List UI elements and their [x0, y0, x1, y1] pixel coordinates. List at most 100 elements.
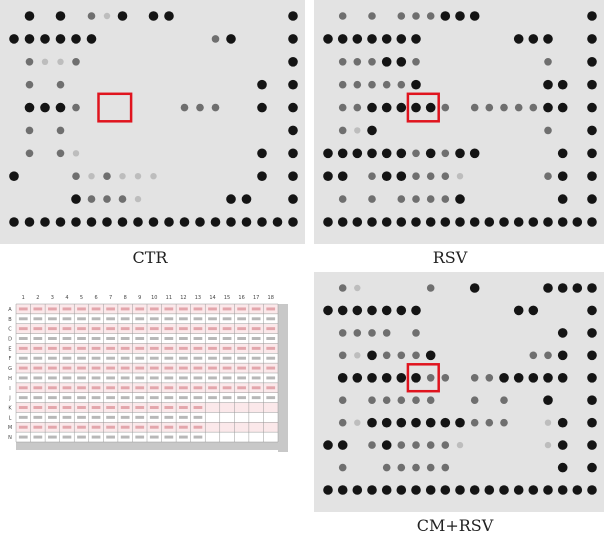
- array-spot: [484, 217, 495, 227]
- array-spot: [9, 34, 19, 44]
- array-spot: [323, 440, 333, 450]
- map-cell-label: [149, 337, 159, 340]
- blot-ctr: [0, 0, 305, 244]
- array-map-grid: 1 2 3 4 5 6 7 8 9 10 11 12 13 14 15 16 17 18ABCDEFGHIJKLM…: [8, 295, 288, 452]
- array-spot: [469, 485, 480, 495]
- map-cell-label: [77, 307, 86, 311]
- map-cell-label: [18, 415, 28, 419]
- map-cell-label: [48, 376, 57, 380]
- array-spot: [426, 12, 435, 20]
- map-cell-label: [106, 386, 115, 390]
- array-spot: [338, 80, 347, 89]
- map-cell-label: [120, 366, 130, 370]
- array-spot: [352, 148, 363, 159]
- map-cell-label: [164, 396, 174, 400]
- array-spot: [587, 462, 597, 473]
- array-spot: [425, 148, 436, 159]
- array-spot: [352, 485, 363, 495]
- array-spot: [557, 217, 568, 227]
- array-spot: [544, 419, 552, 426]
- map-cell-label: [208, 327, 217, 331]
- array-spot: [441, 195, 450, 203]
- map-cell-label: [91, 366, 101, 370]
- array-spot: [396, 305, 407, 316]
- array-spot: [456, 173, 464, 180]
- array-spot: [86, 34, 97, 44]
- array-spot: [543, 283, 553, 293]
- map-cell-label: [135, 386, 145, 390]
- array-spot: [441, 149, 450, 158]
- map-cell-label: [33, 337, 43, 340]
- array-spot: [557, 148, 568, 159]
- map-cell-label: [77, 317, 86, 321]
- map-column-label: 14: [209, 295, 215, 301]
- map-cell-label: [179, 307, 188, 311]
- map-cell-label: [149, 356, 159, 360]
- map-cell-label: [62, 337, 72, 340]
- array-spot: [587, 373, 597, 383]
- map-cell-label: [91, 337, 101, 340]
- array-spot: [226, 34, 236, 44]
- array-spot: [528, 34, 539, 44]
- array-spot: [544, 58, 552, 66]
- map-cell-label: [237, 327, 246, 331]
- highlight-box: [97, 92, 133, 123]
- array-spot: [485, 418, 494, 427]
- map-cell-label: [48, 307, 57, 311]
- map-cell-label: [179, 356, 188, 360]
- map-cell-label: [48, 317, 57, 321]
- array-spot: [367, 217, 377, 227]
- array-spot: [241, 217, 252, 227]
- map-cell-label: [33, 396, 43, 400]
- array-spot: [368, 195, 376, 203]
- map-shadow: [278, 304, 288, 452]
- array-spot: [102, 217, 112, 227]
- map-cell-label: [222, 356, 232, 360]
- array-spot: [368, 58, 376, 66]
- array-spot: [469, 11, 480, 21]
- array-spot: [323, 305, 333, 316]
- map-cell-label: [164, 386, 174, 390]
- array-spot: [72, 58, 80, 66]
- map-cell-label: [106, 425, 115, 429]
- array-spot: [544, 126, 552, 135]
- map-cell-label: [62, 386, 72, 390]
- array-spot: [528, 217, 539, 227]
- map-cell-label: [106, 307, 115, 311]
- map-cell-label: [251, 386, 261, 390]
- array-spot: [25, 126, 34, 135]
- map-cell-label: [18, 307, 28, 311]
- array-spot: [134, 173, 142, 180]
- map-cell-label: [179, 376, 188, 380]
- caption-rsv: RSV: [432, 248, 468, 267]
- array-spot: [470, 396, 479, 404]
- map-cell-label: [18, 346, 28, 350]
- map-cell-label: [237, 307, 246, 311]
- array-spot: [426, 463, 435, 472]
- array-spot: [180, 103, 189, 112]
- array-spot: [337, 440, 348, 450]
- map-cell-label: [18, 356, 28, 360]
- map-cell-label: [106, 435, 115, 439]
- map-cell-label: [193, 435, 203, 439]
- array-spot: [88, 173, 95, 180]
- array-spot: [288, 102, 298, 113]
- array-spot: [412, 12, 420, 20]
- array-spot: [397, 195, 406, 203]
- array-spot: [368, 396, 376, 404]
- array-spot: [338, 103, 347, 112]
- array-spot: [338, 396, 347, 404]
- array-spot: [587, 283, 597, 293]
- array-spot: [426, 284, 435, 292]
- array-spot: [499, 373, 509, 383]
- map-cell-label: [106, 327, 115, 331]
- map-cell-label: [33, 317, 43, 321]
- map-cell-label: [33, 415, 43, 419]
- array-spot: [543, 102, 553, 113]
- map-cell-label: [77, 366, 86, 370]
- map-cell-label: [62, 327, 72, 331]
- array-spot: [55, 217, 66, 227]
- map-cell-label: [120, 396, 130, 400]
- map-cell-label: [62, 317, 72, 321]
- array-spot: [288, 34, 298, 44]
